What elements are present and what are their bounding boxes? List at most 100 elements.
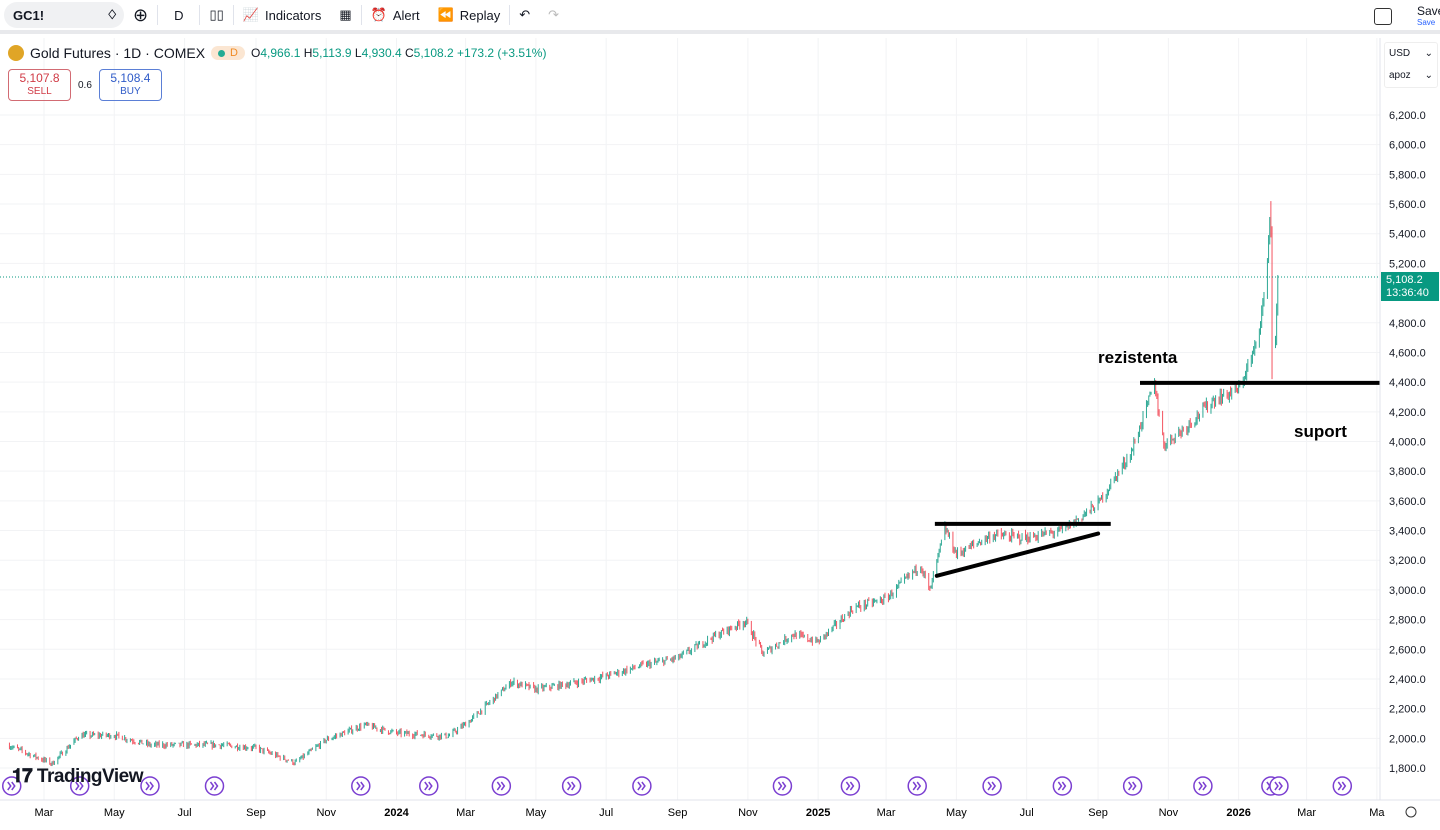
symbol-search[interactable]: GC1! ♢	[4, 2, 124, 28]
event-marker[interactable]	[140, 776, 160, 796]
time-tick-label: Jul	[178, 807, 192, 819]
gold-coin-icon	[8, 45, 24, 61]
event-marker[interactable]	[491, 776, 512, 796]
event-marker[interactable]	[632, 776, 652, 796]
interval-button[interactable]: D	[158, 0, 199, 32]
event-arrow-icon	[1266, 781, 1275, 791]
price-tick-label: 4,400.0	[1389, 377, 1426, 389]
undo-icon: ↶	[519, 7, 531, 22]
time-tick-label: Nov	[738, 807, 758, 819]
h-label: H	[303, 46, 313, 60]
event-arrow-icon	[424, 781, 433, 791]
economic-event-icon	[419, 776, 439, 796]
event-marker[interactable]	[1332, 776, 1353, 796]
symbol-label: GC1!	[13, 7, 45, 23]
indicators-button[interactable]: 📈 Indicators	[234, 0, 331, 32]
time-tick-label: Nov	[316, 807, 336, 819]
event-marker[interactable]	[982, 776, 1002, 796]
layouts-button[interactable]: ▦	[330, 0, 360, 32]
currency-select[interactable]: USD ⌄	[1385, 43, 1437, 65]
badge-label: D	[230, 47, 238, 59]
event-marker[interactable]	[419, 776, 439, 796]
save-button[interactable]: SaveSave	[1417, 5, 1440, 29]
price-tick-label: 2,800.0	[1389, 615, 1426, 627]
event-marker[interactable]	[204, 776, 225, 796]
event-marker[interactable]	[561, 776, 582, 796]
event-marker[interactable]	[1122, 776, 1143, 796]
top-toolbar: GC1! ♢ ⊕ D ▯▯ 📈 Indicators ▦ ⏰ Alert ⏪ Repla…	[0, 0, 1440, 34]
brand-name: TradingView	[36, 766, 144, 787]
economic-event-icon	[1122, 776, 1143, 796]
divider	[360, 5, 362, 25]
buy-button[interactable]: 5,108.4 BUY	[98, 69, 162, 101]
current-price-label: 5,108.2 13:36:40	[1381, 272, 1439, 301]
redo-button[interactable]: ↷	[539, 0, 568, 32]
buy-price: 5,108.4	[110, 71, 151, 85]
price-tick-label: 2,400.0	[1389, 674, 1426, 686]
event-arrow-icon	[567, 781, 576, 791]
status-dot-icon	[218, 49, 226, 57]
unit-select[interactable]: apoz ⌄	[1385, 65, 1437, 87]
time-tick-label: Mar	[456, 807, 475, 819]
fullscreen-button[interactable]	[1374, 8, 1392, 25]
price-tick-label: 5,400.0	[1389, 229, 1426, 241]
time-axis[interactable]: Mar May Jul Sep Nov 2024 Mar May Jul Sep Nov 2025 Ma…	[0, 799, 1440, 819]
price-tick-label: 3,200.0	[1389, 555, 1426, 567]
alert-button[interactable]: ⏰ Alert	[362, 0, 429, 32]
l-label: L	[354, 46, 362, 60]
candles-icon: ▯▯	[209, 7, 224, 22]
market-status-badge[interactable]: D	[211, 46, 245, 60]
event-marker[interactable]	[1052, 776, 1073, 796]
low-value: 4,930.4	[361, 46, 402, 60]
undo-button[interactable]: ↶	[510, 0, 539, 32]
time-tick-label: 2026	[1226, 807, 1250, 819]
event-arrow-icon	[1274, 781, 1283, 791]
drawings[interactable]	[934, 380, 1380, 578]
sell-button[interactable]: 5,107.8 SELL	[8, 69, 71, 101]
event-arrow-icon	[209, 781, 219, 791]
event-marker[interactable]	[1193, 776, 1213, 796]
tradingview-logo[interactable]: 𝟏𝟕 TradingView	[12, 766, 144, 788]
price-tick-label: 5,600.0	[1389, 199, 1426, 211]
economic-event-icon	[140, 776, 160, 796]
time-axis-settings-button[interactable]	[1405, 806, 1417, 818]
price-tick-label: 2,600.0	[1389, 644, 1426, 656]
event-marker[interactable]	[1269, 776, 1289, 796]
events-row[interactable]	[1, 776, 1353, 796]
economic-event-icon	[1193, 776, 1213, 796]
chart-type-button[interactable]: ▯▯	[200, 0, 232, 32]
time-tick-label: May	[946, 807, 967, 819]
alarm-clock-icon: ⏰	[370, 7, 387, 22]
add-symbol-button[interactable]: ⊕	[124, 0, 157, 32]
price-tick-label: 2,200.0	[1389, 704, 1426, 716]
event-marker[interactable]	[840, 776, 861, 796]
economic-event-icon	[772, 776, 793, 796]
event-marker[interactable]	[907, 776, 927, 796]
time-tick-label: 2024	[384, 807, 409, 819]
divider	[509, 5, 511, 25]
price-axis[interactable]: 6,200.0 6,000.0 5,800.0 5,600.0 5,400.0 5,200…	[1379, 38, 1426, 800]
replay-button[interactable]: ⏪ Replay	[429, 0, 510, 32]
economic-event-icon	[982, 776, 1002, 796]
price-tick-label: 3,000.0	[1389, 585, 1426, 597]
economic-event-icon	[1332, 776, 1353, 796]
event-marker[interactable]	[351, 776, 371, 796]
chart-legend: Gold Futures · 1D · COMEX D O4,966.1 H5,…	[8, 45, 546, 61]
triangle-bottom-trendline[interactable]	[934, 531, 1101, 578]
price-tick-label: 4,200.0	[1389, 407, 1426, 419]
save-sub-label: Save	[1417, 18, 1436, 27]
event-arrow-icon	[637, 781, 646, 791]
event-marker[interactable]	[772, 776, 793, 796]
gear-icon	[1405, 806, 1417, 818]
event-marker[interactable]	[1261, 776, 1281, 796]
currency-label: USD	[1389, 48, 1411, 59]
economic-event-icon	[1261, 776, 1281, 796]
event-arrow-icon	[496, 781, 506, 791]
change-value: +173.2 (+3.51%)	[457, 46, 547, 60]
economic-event-icon	[204, 776, 225, 796]
event-arrow-icon	[987, 781, 997, 791]
time-tick-label: Jul	[1020, 807, 1034, 819]
diamond-icon[interactable]: ♢	[106, 7, 118, 22]
price-tick-label: 3,400.0	[1389, 526, 1426, 538]
